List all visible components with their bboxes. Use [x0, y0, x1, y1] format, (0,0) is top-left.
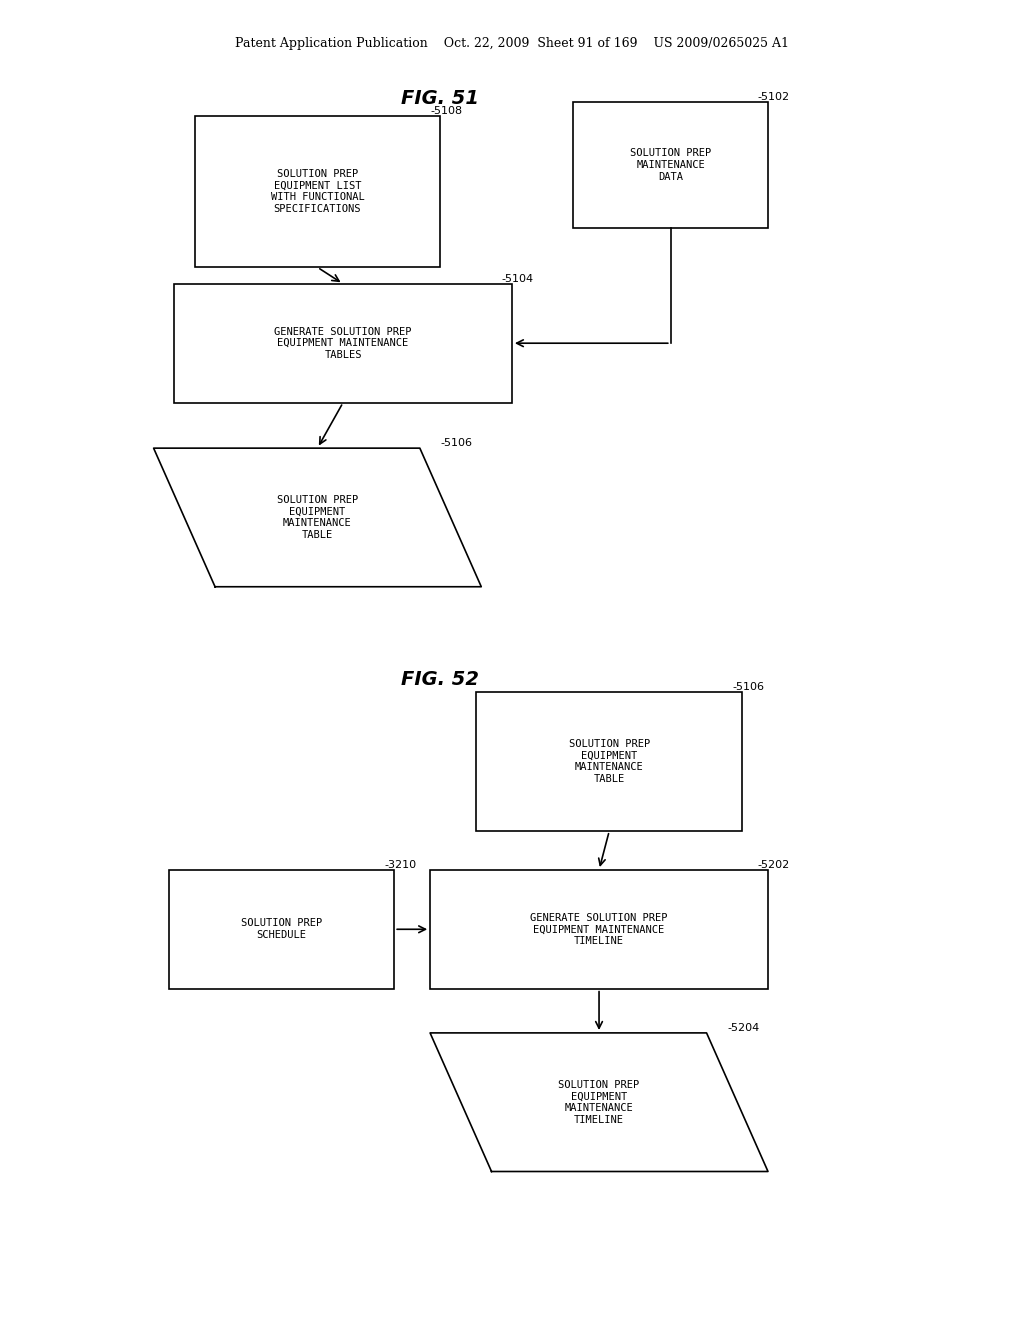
Text: SOLUTION PREP
EQUIPMENT LIST
WITH FUNCTIONAL
SPECIFICATIONS: SOLUTION PREP EQUIPMENT LIST WITH FUNCTI…: [270, 169, 365, 214]
Text: SOLUTION PREP
EQUIPMENT
MAINTENANCE
TABLE: SOLUTION PREP EQUIPMENT MAINTENANCE TABL…: [568, 739, 650, 784]
FancyBboxPatch shape: [169, 870, 394, 989]
Text: -5202: -5202: [758, 859, 790, 870]
FancyBboxPatch shape: [430, 870, 768, 989]
FancyBboxPatch shape: [573, 103, 768, 227]
Text: SOLUTION PREP
EQUIPMENT
MAINTENANCE
TABLE: SOLUTION PREP EQUIPMENT MAINTENANCE TABL…: [276, 495, 358, 540]
Text: SOLUTION PREP
SCHEDULE: SOLUTION PREP SCHEDULE: [241, 919, 323, 940]
FancyBboxPatch shape: [174, 284, 512, 403]
Text: -5108: -5108: [430, 106, 462, 116]
Text: -3210: -3210: [384, 859, 416, 870]
Polygon shape: [430, 1032, 768, 1172]
Text: -5102: -5102: [758, 92, 790, 103]
FancyBboxPatch shape: [476, 692, 742, 832]
FancyBboxPatch shape: [195, 116, 440, 267]
Text: GENERATE SOLUTION PREP
EQUIPMENT MAINTENANCE
TIMELINE: GENERATE SOLUTION PREP EQUIPMENT MAINTEN…: [530, 912, 668, 946]
Text: -5106: -5106: [440, 438, 472, 449]
Text: FIG. 51: FIG. 51: [401, 90, 479, 108]
Text: SOLUTION PREP
EQUIPMENT
MAINTENANCE
TIMELINE: SOLUTION PREP EQUIPMENT MAINTENANCE TIME…: [558, 1080, 640, 1125]
Text: SOLUTION PREP
MAINTENANCE
DATA: SOLUTION PREP MAINTENANCE DATA: [630, 148, 712, 182]
Text: -5106: -5106: [732, 682, 764, 692]
Text: Patent Application Publication    Oct. 22, 2009  Sheet 91 of 169    US 2009/0265: Patent Application Publication Oct. 22, …: [234, 37, 790, 50]
Text: -5104: -5104: [502, 273, 534, 284]
Text: GENERATE SOLUTION PREP
EQUIPMENT MAINTENANCE
TABLES: GENERATE SOLUTION PREP EQUIPMENT MAINTEN…: [274, 326, 412, 360]
Text: -5204: -5204: [727, 1023, 759, 1032]
Polygon shape: [154, 449, 481, 586]
Text: FIG. 52: FIG. 52: [401, 671, 479, 689]
